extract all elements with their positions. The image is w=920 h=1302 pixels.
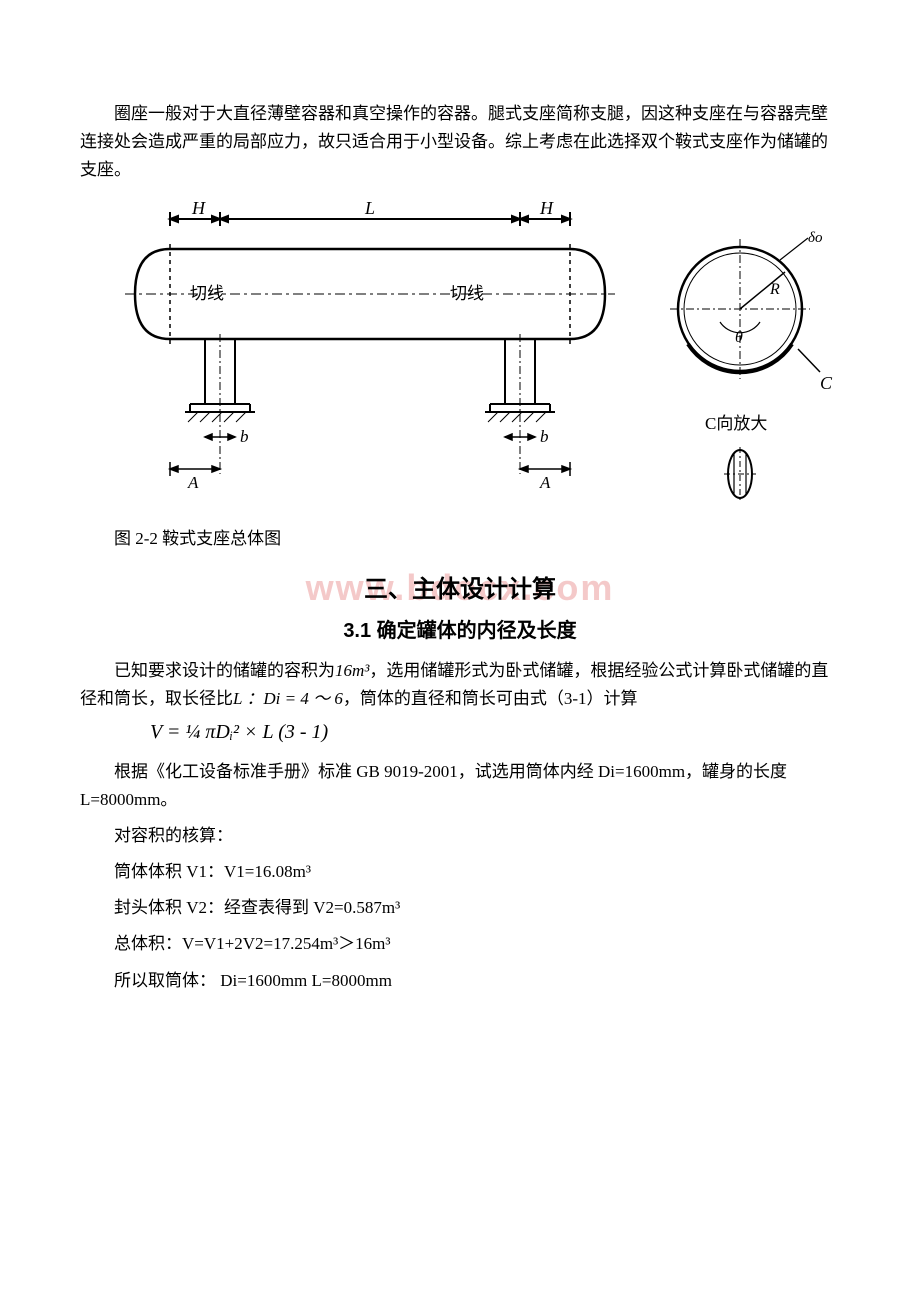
para-vtotal: 总体积：V=V1+2V2=17.254m³＞16m³ [80,930,840,958]
para-v2: 封头体积 V2：经查表得到 V2=0.587m³ [80,894,840,922]
saddle-support-diagram: H L H 切线 切线 [80,194,840,514]
c-enlarge-label: C向放大 [705,414,767,433]
ratio-text: L ：Di = 4 ～ 6 [233,689,343,708]
intro-paragraph: 圈座一般对于大直径薄壁容器和真空操作的容器。腿式支座简称支腿，因这种支座在与容器… [80,100,840,184]
dim-A1: A [187,473,199,492]
dim-L: L [364,198,375,218]
figure-caption: 图 2-2 鞍式支座总体图 [80,524,840,549]
para-result: 所以取筒体： Di=1600mm L=8000mm [80,967,840,995]
vol-16m3: 16m³ [335,661,369,680]
dim-theta: θ [735,329,743,346]
dim-H1: H [191,198,206,218]
txt-c: ，筒体的直径和筒长可由式（3-1）计算 [343,689,638,708]
para-v1: 筒体体积 V1：V1=16.08m³ [80,858,840,886]
para-check: 对容积的核算： [80,822,840,850]
cut-line-1: 切线 [190,284,224,303]
dim-b1: b [240,427,249,446]
para-gb: 根据《化工设备标准手册》标准 GB 9019-2001，试选用筒体内经 Di=1… [80,758,840,814]
dim-A2: A [539,473,551,492]
cut-line-2: 切线 [450,284,484,303]
subsection-heading-3-1: 3.1 确定罐体的内径及长度 [80,614,840,643]
formula-3-1: V = ¼ πDᵢ² × L (3 - 1) [150,721,840,744]
dim-delta: δo [808,230,823,246]
dim-b2: b [540,427,549,446]
section-heading-3: 三、主体设计计算 [80,569,840,604]
txt-a: 已知要求设计的储罐的容积为 [114,661,335,680]
dim-H2: H [539,198,554,218]
para-3-1-a: 已知要求设计的储罐的容积为16m³，选用储罐形式为卧式储罐，根据经验公式计算卧式… [80,657,840,713]
dim-C: C [820,373,833,393]
figure-2-2: H L H 切线 切线 [80,194,840,514]
dim-R: R [769,281,780,298]
